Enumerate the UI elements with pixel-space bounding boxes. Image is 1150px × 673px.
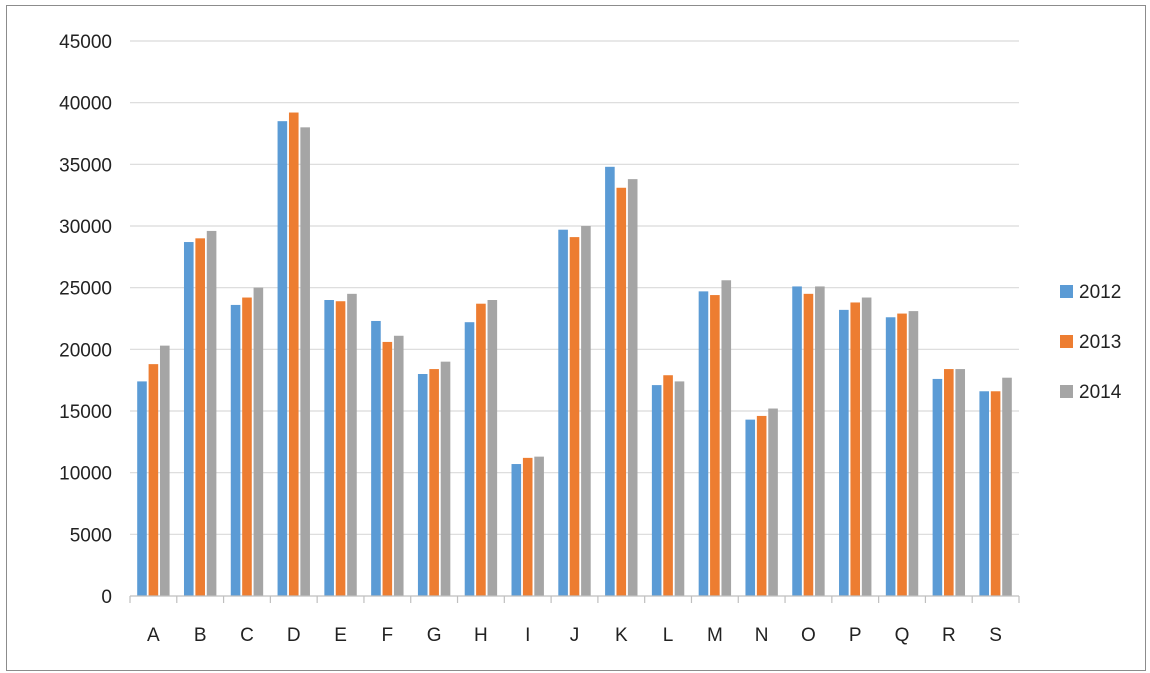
y-axis-tick-labels: 0 5000 10000 15000 20000 25000 30000 35000 40000… [59,32,112,608]
chart-frame: 0 5000 10000 15000 20000 25000 30000 35000 40000… [6,5,1146,671]
bar-L-2013 [663,375,673,596]
bar-R-2012 [932,378,943,596]
y-tick-label-45000: 45000 [59,32,112,53]
y-tick-label-10000: 10000 [59,464,112,485]
bar-G-2013 [429,369,439,596]
bar-P-2012 [839,309,849,596]
bar-K-2012 [605,166,615,597]
bar-R-2013 [944,369,954,596]
bar-P-2013 [850,302,861,596]
bar-R-2014 [955,369,966,596]
bar-O-2012 [792,286,802,596]
x-tick-label-G: G [427,625,442,646]
bar-Q-2012 [885,317,896,596]
x-axis-tick-labels: A B C D E F G H I J K L M N O P Q R S [147,625,1002,646]
bar-E-2014 [347,293,357,596]
x-tick-label-D: D [287,625,301,646]
y-tick-label-30000: 30000 [59,217,112,238]
y-tick-label-15000: 15000 [59,402,112,423]
y-tick-label-25000: 25000 [59,279,112,300]
legend-swatch-2013 [1060,335,1073,348]
bar-C-2013 [242,297,252,596]
x-tick-label-L: L [663,625,674,646]
bar-L-2014 [674,381,685,596]
x-tick-label-Q: Q [895,625,910,646]
bar-B-2012 [183,242,194,597]
y-tick-label-20000: 20000 [59,340,112,361]
bar-O-2013 [803,293,814,596]
bar-H-2014 [487,300,498,596]
bar-F-2012 [371,320,381,596]
x-tick-label-I: I [525,625,530,646]
legend: 2012 2013 2014 [1060,282,1122,403]
x-tick-label-R: R [942,625,956,646]
bar-H-2012 [464,322,475,596]
bar-Q-2014 [908,311,919,596]
bar-D-2012 [277,121,288,597]
bars [137,112,1012,597]
bar-L-2012 [651,385,662,596]
legend-swatch-2012 [1060,285,1073,298]
bar-E-2013 [335,301,346,596]
bar-M-2014 [721,280,732,596]
y-tick-label-0: 0 [101,587,112,608]
x-tick-label-J: J [570,625,580,646]
x-tick-label-N: N [755,625,769,646]
bar-B-2014 [206,230,217,596]
legend-label-2013: 2013 [1079,332,1121,353]
bar-K-2013 [616,187,627,596]
bar-A-2014 [159,345,170,596]
bar-H-2013 [476,303,486,596]
x-tick-label-E: E [334,625,347,646]
bar-M-2013 [710,295,720,596]
bar-P-2014 [861,297,872,596]
bar-G-2014 [440,361,451,596]
x-tick-label-K: K [615,625,628,646]
bar-A-2012 [137,381,147,596]
x-tick-label-A: A [147,625,160,646]
bar-S-2014 [1002,377,1012,596]
bar-S-2012 [979,391,990,596]
bar-C-2012 [230,304,241,596]
bar-N-2012 [745,419,756,596]
x-tick-label-O: O [801,625,816,646]
bar-I-2014 [534,456,544,596]
bar-F-2013 [382,341,393,596]
bar-D-2014 [300,127,310,596]
bar-N-2013 [756,415,767,596]
bar-G-2012 [417,374,428,596]
legend-label-2014: 2014 [1079,382,1122,403]
bar-J-2014 [581,226,591,596]
x-tick-label-B: B [194,625,207,646]
bar-A-2013 [148,364,159,596]
x-axis [129,595,1020,603]
bar-N-2014 [768,408,778,596]
bar-J-2013 [569,237,580,596]
bar-Q-2013 [897,313,907,596]
bar-O-2014 [815,286,825,596]
y-tick-label-5000: 5000 [70,525,112,546]
x-tick-label-F: F [382,625,394,646]
bar-chart: 0 5000 10000 15000 20000 25000 30000 35000 40000… [59,32,1122,646]
bar-D-2013 [288,112,299,597]
bar-C-2014 [253,287,264,596]
x-tick-label-M: M [707,625,723,646]
y-tick-label-40000: 40000 [59,94,112,115]
bar-I-2013 [522,457,533,596]
bar-F-2014 [393,335,404,596]
x-tick-label-P: P [849,625,862,646]
bar-J-2012 [558,229,568,596]
x-tick-label-H: H [474,625,488,646]
legend-swatch-2014 [1060,385,1073,398]
x-tick-label-C: C [240,625,254,646]
y-tick-label-35000: 35000 [59,155,112,176]
legend-label-2012: 2012 [1079,282,1121,303]
x-tick-label-S: S [989,625,1002,646]
bar-B-2013 [195,238,205,597]
bar-S-2013 [990,391,1001,596]
bar-I-2012 [511,464,522,596]
bar-K-2014 [627,179,638,596]
bar-M-2012 [698,291,709,596]
bar-E-2012 [324,300,334,596]
